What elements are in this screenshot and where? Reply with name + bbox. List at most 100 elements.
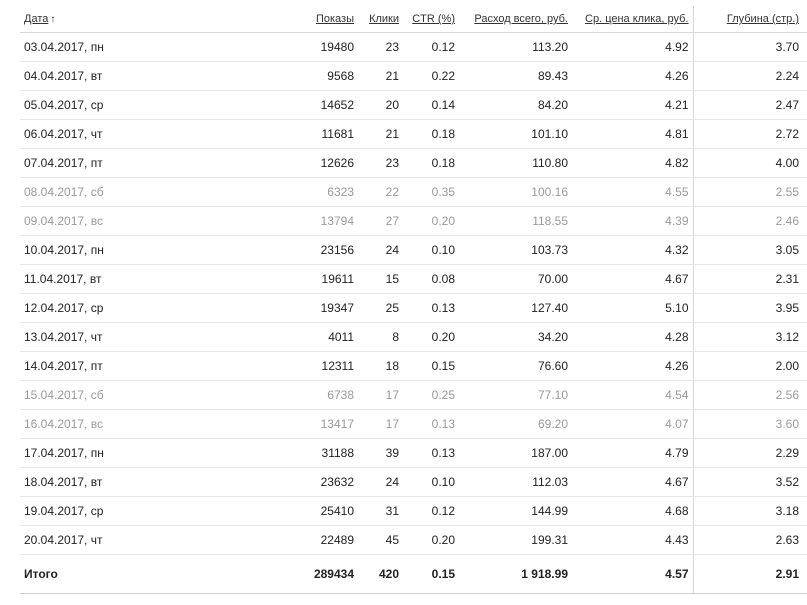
cell-clicks: 39 <box>358 438 403 468</box>
cell-date: 15.04.2017, сб <box>20 380 228 410</box>
table-row: 03.04.2017, пн 19480 23 0.12 113.20 4.92 3.70 <box>20 32 807 62</box>
cell-depth: 2.24 <box>692 61 807 91</box>
cell-shows: 19347 <box>228 293 358 323</box>
cell-date: 13.04.2017, чт <box>20 322 228 352</box>
cell-shows: 9568 <box>228 61 358 91</box>
cell-depth: 3.18 <box>692 496 807 526</box>
cell-date: 14.04.2017, пт <box>20 351 228 381</box>
cell-date: 09.04.2017, вс <box>20 206 228 236</box>
cell-ctr: 0.25 <box>403 380 459 410</box>
cell-date: 06.04.2017, чт <box>20 119 228 149</box>
cell-shows: 6738 <box>228 380 358 410</box>
cell-avg-cpc: 4.07 <box>572 409 693 439</box>
cell-shows: 12311 <box>228 351 358 381</box>
header-date[interactable]: Дата ↑ <box>20 6 228 33</box>
header-ctr[interactable]: CTR (%) <box>403 6 459 33</box>
cell-date: 10.04.2017, пн <box>20 235 228 265</box>
cell-depth: 2.00 <box>692 351 807 381</box>
cell-clicks: 31 <box>358 496 403 526</box>
table-row: 07.04.2017, пт 12626 23 0.18 110.80 4.82 4.00 <box>20 148 807 178</box>
cell-clicks: 18 <box>358 351 403 381</box>
cell-clicks: 21 <box>358 119 403 149</box>
cell-spend: 187.00 <box>459 438 572 468</box>
cell-shows: 22489 <box>228 525 358 555</box>
table-row: 08.04.2017, сб 6323 22 0.35 100.16 4.55 2.55 <box>20 177 807 207</box>
cell-shows: 23156 <box>228 235 358 265</box>
cell-avg-cpc: 4.68 <box>572 496 693 526</box>
cell-shows: 6323 <box>228 177 358 207</box>
cell-avg-cpc: 4.79 <box>572 438 693 468</box>
cell-ctr: 0.20 <box>403 525 459 555</box>
header-shows[interactable]: Показы <box>228 6 358 33</box>
table-row: 20.04.2017, чт 22489 45 0.20 199.31 4.43 2.63 <box>20 525 807 555</box>
cell-date: 16.04.2017, вс <box>20 409 228 439</box>
cell-depth: 2.46 <box>692 206 807 236</box>
table-row: 13.04.2017, чт 4011 8 0.20 34.20 4.28 3.12 <box>20 322 807 352</box>
cell-depth: 2.56 <box>692 380 807 410</box>
sort-avg-cpc-link[interactable]: Ср. цена клика, руб. <box>585 13 689 25</box>
cell-spend: 113.20 <box>459 32 572 62</box>
cell-spend: 118.55 <box>459 206 572 236</box>
table-row: 12.04.2017, ср 19347 25 0.13 127.40 5.10 3.95 <box>20 293 807 323</box>
table-row: 14.04.2017, пт 12311 18 0.15 76.60 4.26 2.00 <box>20 351 807 381</box>
cell-depth: 2.47 <box>692 90 807 120</box>
sort-shows-link[interactable]: Показы <box>315 13 354 25</box>
cell-shows: 12626 <box>228 148 358 178</box>
table-row: 04.04.2017, вт 9568 21 0.22 89.43 4.26 2.24 <box>20 61 807 91</box>
total-ctr: 0.15 <box>403 554 459 594</box>
cell-depth: 2.72 <box>692 119 807 149</box>
cell-avg-cpc: 4.43 <box>572 525 693 555</box>
cell-clicks: 27 <box>358 206 403 236</box>
cell-clicks: 8 <box>358 322 403 352</box>
cell-clicks: 20 <box>358 90 403 120</box>
cell-spend: 34.20 <box>459 322 572 352</box>
cell-spend: 84.20 <box>459 90 572 120</box>
sort-date-link[interactable]: Дата <box>24 13 49 25</box>
cell-shows: 31188 <box>228 438 358 468</box>
cell-avg-cpc: 4.32 <box>572 235 693 265</box>
cell-ctr: 0.13 <box>403 409 459 439</box>
cell-date: 20.04.2017, чт <box>20 525 228 555</box>
cell-date: 18.04.2017, вт <box>20 467 228 497</box>
cell-depth: 3.70 <box>692 32 807 62</box>
cell-ctr: 0.15 <box>403 351 459 381</box>
cell-avg-cpc: 4.21 <box>572 90 693 120</box>
total-shows: 289434 <box>228 554 358 594</box>
cell-depth: 3.52 <box>692 467 807 497</box>
cell-clicks: 17 <box>358 409 403 439</box>
header-spend[interactable]: Расход всего, руб. <box>459 6 572 33</box>
cell-date: 19.04.2017, ср <box>20 496 228 526</box>
cell-depth: 3.12 <box>692 322 807 352</box>
header-clicks[interactable]: Клики <box>358 6 403 33</box>
header-depth[interactable]: Глубина (стр.) <box>692 6 807 33</box>
cell-date: 03.04.2017, пн <box>20 32 228 62</box>
cell-ctr: 0.20 <box>403 206 459 236</box>
cell-clicks: 22 <box>358 177 403 207</box>
cell-clicks: 24 <box>358 235 403 265</box>
cell-clicks: 25 <box>358 293 403 323</box>
sort-ctr-link[interactable]: CTR (%) <box>412 13 455 25</box>
cell-shows: 25410 <box>228 496 358 526</box>
cell-depth: 2.31 <box>692 264 807 294</box>
cell-ctr: 0.14 <box>403 90 459 120</box>
cell-spend: 100.16 <box>459 177 572 207</box>
cell-depth: 4.00 <box>692 148 807 178</box>
cell-avg-cpc: 4.92 <box>572 32 693 62</box>
sort-depth-link[interactable]: Глубина (стр.) <box>726 13 799 25</box>
cell-clicks: 21 <box>358 61 403 91</box>
cell-ctr: 0.10 <box>403 235 459 265</box>
cell-ctr: 0.12 <box>403 496 459 526</box>
sort-spend-link[interactable]: Расход всего, руб. <box>474 13 568 25</box>
cell-depth: 2.63 <box>692 525 807 555</box>
cell-depth: 2.55 <box>692 177 807 207</box>
cell-shows: 23632 <box>228 467 358 497</box>
cell-avg-cpc: 4.54 <box>572 380 693 410</box>
sort-clicks-link[interactable]: Клики <box>369 13 399 25</box>
table-row: 09.04.2017, вс 13794 27 0.20 118.55 4.39 2.46 <box>20 206 807 236</box>
cell-ctr: 0.08 <box>403 264 459 294</box>
cell-date: 07.04.2017, пт <box>20 148 228 178</box>
table-body: 03.04.2017, пн 19480 23 0.12 113.20 4.92 3.70 0… <box>20 32 807 555</box>
header-avg-cpc[interactable]: Ср. цена клика, руб. <box>572 6 693 33</box>
cell-avg-cpc: 5.10 <box>572 293 693 323</box>
table-row: 18.04.2017, вт 23632 24 0.10 112.03 4.67 3.52 <box>20 467 807 497</box>
